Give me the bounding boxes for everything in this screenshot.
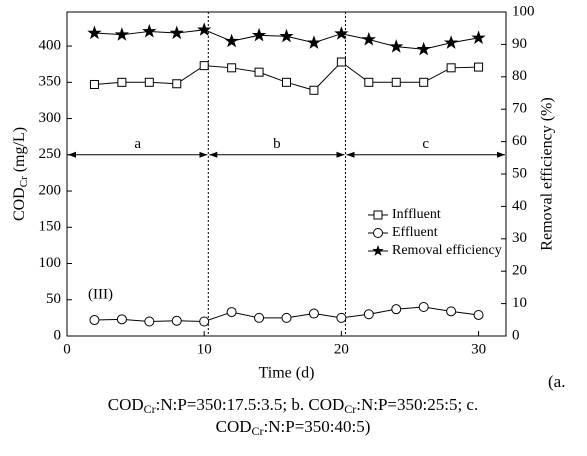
marker-star [251,27,267,42]
marker-circle [336,312,347,323]
marker-star [87,25,102,40]
y-tick-label: 150 [39,219,62,235]
y-tick-label: 0 [54,327,62,343]
caption-line: CODCr:N:P=350:40:5) [216,417,371,438]
marker-circle [363,309,374,320]
caption-line: CODCr:N:P=350:17.5:3.5; b. CODCr:N:P=350… [108,395,478,416]
caption-part: :N:P=350:40:5) [264,417,371,436]
marker-square [254,67,264,77]
y2-tick-label: 30 [512,230,527,246]
marker-circle [446,306,457,317]
caption-part: (a. [548,372,565,391]
marker-square [144,77,154,87]
marker-circle [308,308,319,319]
marker-square [373,210,383,220]
y-tick-label: 200 [39,182,62,198]
subscript: Cr [144,402,156,416]
y2-tick-label: 40 [512,198,527,214]
caption-part: :N:P=350:25:5; c. [356,395,478,414]
x-tick-label: 20 [334,341,349,357]
marker-star [114,27,130,41]
phase-label: a [134,136,141,152]
marker-circle [281,312,292,323]
marker-star [142,23,157,38]
legend-label: Inffluent [392,207,441,222]
marker-star [334,26,349,40]
marker-square [117,77,127,87]
y-tick-label: 350 [39,74,62,90]
y2-tick-label: 10 [512,295,527,311]
marker-square [309,85,319,95]
y2-tick-label: 50 [512,165,527,181]
marker-circle [89,315,100,326]
y2-tick-label: 60 [512,133,527,149]
marker-circle [226,307,237,318]
y-tick-label: 100 [39,255,62,271]
marker-square [89,79,99,89]
y2-tick-label: 90 [512,36,527,52]
marker-star [471,30,486,45]
y2-tick-label: 70 [512,101,527,117]
marker-star [169,25,184,40]
marker-star [372,245,384,256]
caption-line: (a. [548,372,565,391]
marker-square [446,63,456,73]
caption-part: COD [108,395,144,414]
subscript: Cr [344,402,356,416]
annotation: (III) [88,286,113,302]
y2-axis-label: Removal efficiency (%) [539,97,556,250]
marker-star [361,32,376,46]
phase-label: b [273,136,281,152]
marker-star [389,39,404,53]
subscript: Cr [18,176,30,187]
x-tick-label: 30 [471,341,486,357]
y2-tick-label: 0 [512,327,520,343]
marker-square [391,77,401,87]
marker-circle [254,312,265,323]
plot-frame [66,11,507,337]
caption-part: :N:P=350:17.5:3.5; b. COD [156,395,345,414]
label-part: COD [11,187,28,221]
marker-square [227,63,237,73]
marker-circle [473,309,484,320]
marker-circle [116,314,127,325]
marker-star [279,28,294,43]
subscript: Cr [252,424,264,438]
label-part: (mg/L) [11,127,28,176]
y-tick-label: 50 [46,291,61,307]
caption-part: COD [216,417,252,436]
marker-square [474,62,484,72]
marker-square [419,77,429,87]
marker-square [199,61,209,71]
marker-square [364,77,374,87]
legend-label: Effluent [392,225,438,240]
x-tick-label: 10 [197,341,212,357]
phase-label: c [422,136,429,152]
marker-circle [391,304,402,315]
y-tick-label: 300 [39,110,62,126]
y2-tick-label: 80 [512,68,527,84]
marker-star [197,22,212,36]
marker-square [282,77,291,87]
legend-label: Removal efficiency [392,243,502,258]
marker-square [336,57,346,67]
marker-star [443,35,459,49]
marker-star [306,35,322,49]
marker-circle [199,316,210,327]
marker-square [172,79,182,89]
y-tick-label: 250 [39,146,62,162]
marker-star [224,33,239,48]
y-tick-label: 400 [39,38,62,54]
marker-circle [144,316,155,327]
y-axis-label: CODCr (mg/L) [11,127,30,221]
marker-star [416,41,431,56]
x-axis-label: Time (d) [259,365,315,382]
marker-circle [171,315,182,326]
y2-tick-label: 100 [512,3,535,19]
x-tick-label: 0 [63,341,71,357]
marker-circle [418,302,429,313]
marker-circle [373,228,383,238]
y2-tick-label: 20 [512,263,527,279]
